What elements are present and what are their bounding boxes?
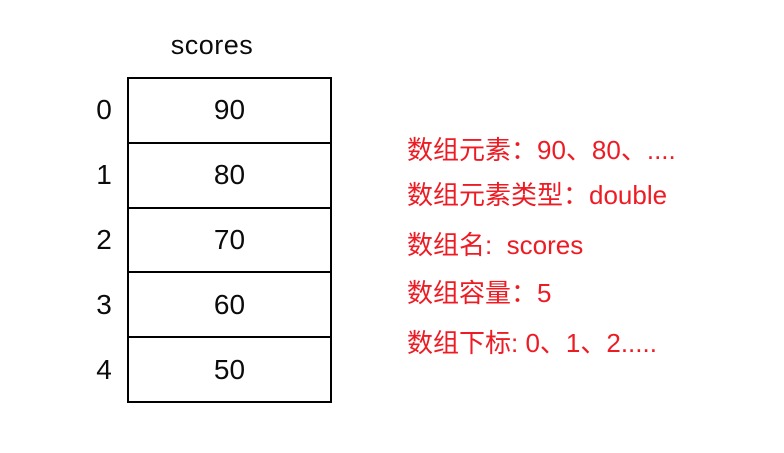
array-box: 90 80 70 60 50 bbox=[127, 77, 332, 403]
index-label: 4 bbox=[96, 354, 112, 386]
index-label: 2 bbox=[96, 224, 112, 255]
array-cell: 50 bbox=[129, 336, 330, 401]
array-cell: 80 bbox=[129, 141, 330, 207]
annotation-list: 数组元素：90、80、.... 数组元素类型：double 数组名: scores 数… bbox=[407, 137, 676, 356]
array-cell: 90 bbox=[213, 94, 246, 126]
annotation-line: 数组容量：5 bbox=[407, 278, 552, 308]
array-cell: 60 bbox=[129, 271, 330, 336]
array-title: scores bbox=[170, 30, 254, 60]
index-label: 1 bbox=[96, 158, 112, 190]
index-label: 0 bbox=[96, 93, 112, 125]
array-cell: 70 bbox=[129, 206, 330, 272]
annotation-line: 数组元素：90、80、.... bbox=[407, 135, 676, 165]
index-label: 3 bbox=[96, 289, 112, 321]
annotation-line: 数组元素类型：double bbox=[407, 180, 668, 210]
index-column: 0 1 2 3 4 bbox=[86, 77, 122, 403]
annotation-line: 数组下标: 0、1、2..... bbox=[407, 328, 657, 358]
annotation-line: 数组名: scores bbox=[407, 230, 584, 260]
